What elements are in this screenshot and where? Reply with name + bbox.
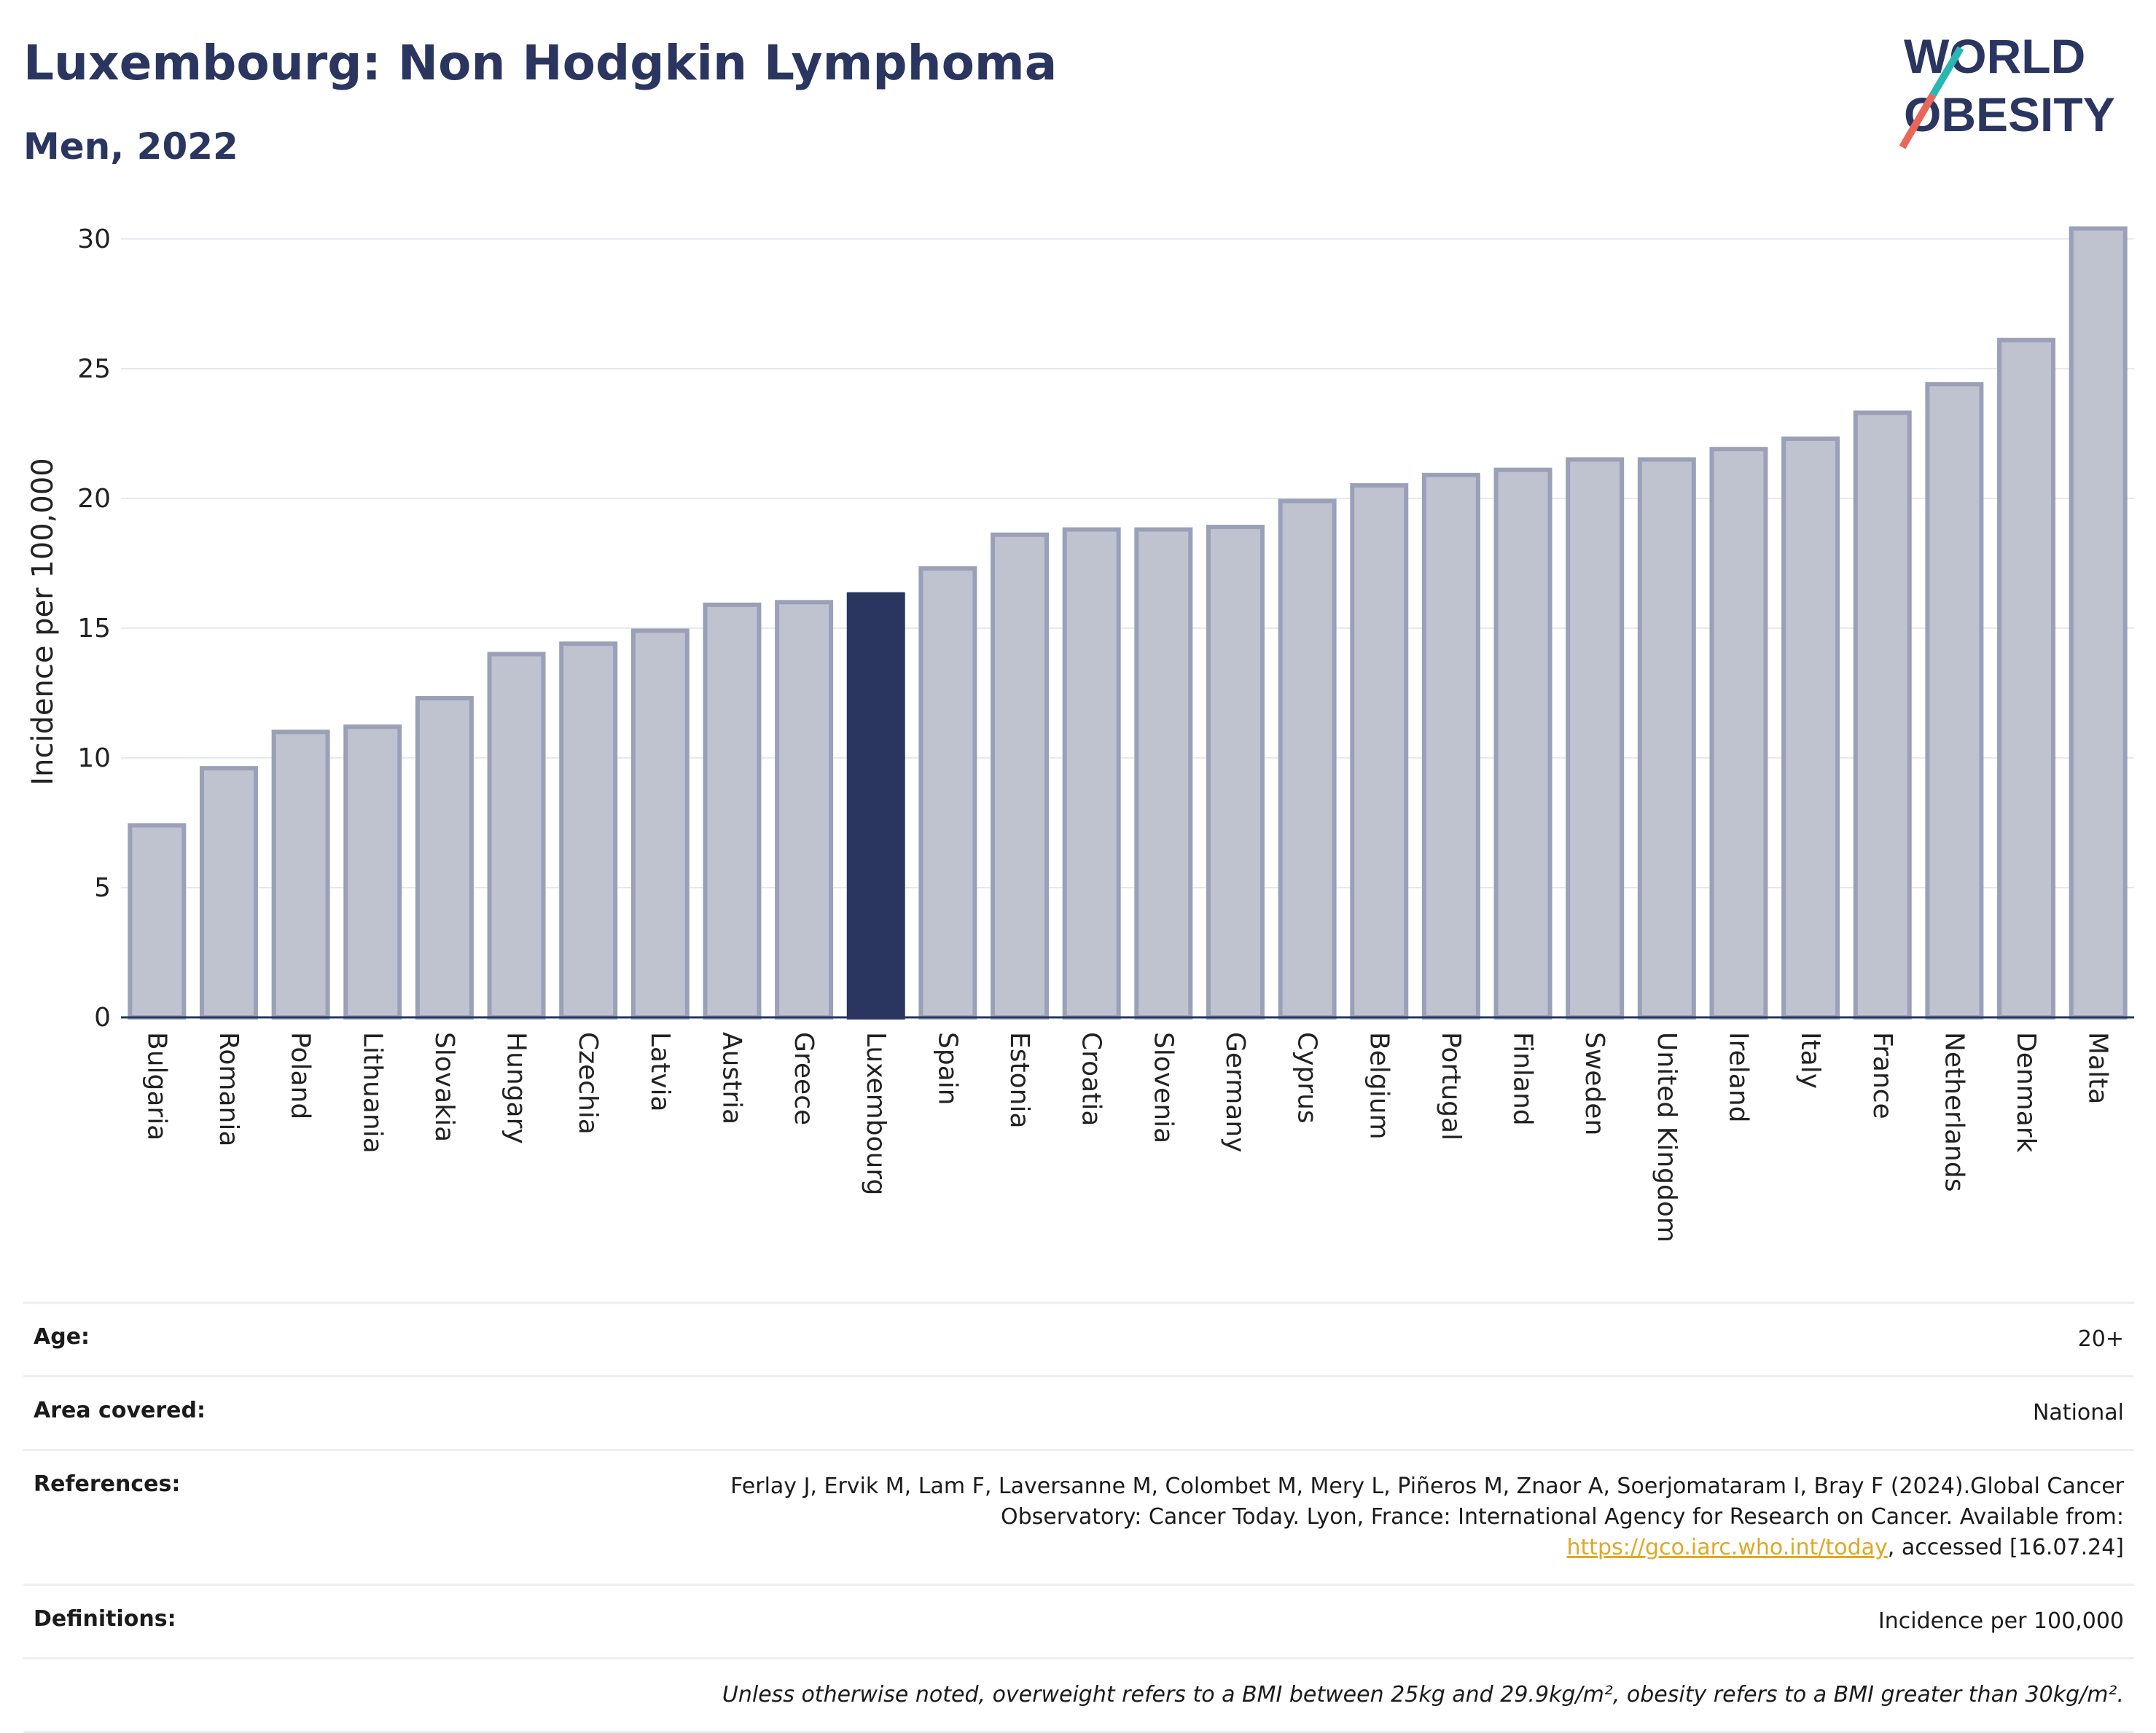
bar-estonia bbox=[991, 532, 1050, 1020]
bar-portugal bbox=[1421, 472, 1480, 1020]
bar-latvia bbox=[630, 628, 690, 1020]
x-tick-label: Denmark bbox=[2011, 1032, 2041, 1153]
x-tick-label: Slovenia bbox=[1148, 1032, 1178, 1143]
x-tick-label: Croatia bbox=[1077, 1032, 1106, 1126]
x-tick-label: Lithuania bbox=[357, 1032, 387, 1154]
area-label: Area covered: bbox=[34, 1398, 206, 1423]
bar-hungary bbox=[487, 652, 546, 1020]
svg-text:WORLD: WORLD bbox=[1904, 29, 2085, 83]
bar-poland bbox=[271, 729, 330, 1020]
x-tick-label: Czechia bbox=[573, 1032, 603, 1135]
bar-bulgaria bbox=[128, 823, 187, 1020]
x-tick-label: Belgium bbox=[1364, 1032, 1394, 1140]
bar-spain bbox=[918, 566, 977, 1020]
bar-romania bbox=[199, 766, 258, 1020]
y-axis-ticks: 0 5 10 15 20 25 30 bbox=[77, 224, 111, 1033]
y-tick-label: 25 bbox=[77, 354, 111, 384]
x-tick-label: Poland bbox=[286, 1032, 316, 1119]
x-tick-label: Hungary bbox=[501, 1032, 531, 1144]
y-tick-label: 10 bbox=[77, 743, 111, 773]
references-label: References: bbox=[34, 1471, 181, 1497]
x-tick-label: Portugal bbox=[1436, 1032, 1466, 1141]
bar-austria bbox=[703, 602, 762, 1020]
x-tick-label: United Kingdom bbox=[1652, 1032, 1682, 1243]
bar-slovenia bbox=[1134, 527, 1193, 1020]
x-tick-label: Bulgaria bbox=[141, 1032, 171, 1141]
bar-ireland bbox=[1709, 447, 1768, 1020]
x-tick-label: Austria bbox=[716, 1032, 746, 1124]
x-tick-label: Cyprus bbox=[1292, 1032, 1322, 1124]
x-tick-label: Malta bbox=[2083, 1032, 2113, 1104]
info-row-references: References: Ferlay J, Ervik M, Lam F, La… bbox=[23, 1449, 2134, 1584]
bar-italy bbox=[1781, 436, 1840, 1020]
info-table: Age: 20+ Area covered: National Referenc… bbox=[23, 1302, 2134, 1733]
bar-slovakia bbox=[415, 696, 474, 1020]
bar-chart: 0 5 10 15 20 25 30 Bulgaria Romania Poland Lithua… bbox=[26, 224, 2134, 1243]
bar-croatia bbox=[1062, 527, 1121, 1020]
page-title: Luxembourg: Non Hodgkin Lymphoma bbox=[23, 35, 1058, 91]
bar-lithuania bbox=[343, 724, 402, 1020]
bar-netherlands bbox=[1925, 382, 1984, 1020]
references-accessed: , accessed [16.07.24] bbox=[1887, 1535, 2124, 1560]
y-tick-label: 30 bbox=[77, 224, 111, 254]
age-value: 20+ bbox=[2077, 1326, 2124, 1352]
x-tick-label: Germany bbox=[1220, 1032, 1250, 1152]
definitions-value: Incidence per 100,000 bbox=[1878, 1608, 2124, 1634]
y-tick-label: 15 bbox=[77, 614, 111, 643]
x-tick-label: Luxembourg bbox=[861, 1032, 891, 1195]
bar-germany bbox=[1206, 525, 1265, 1020]
info-row-age: Age: 20+ bbox=[23, 1302, 2134, 1375]
x-axis-ticks: Bulgaria Romania Poland Lithuania Slovakia Hu… bbox=[141, 1032, 2112, 1243]
y-axis-label: Incidence per 100,000 bbox=[26, 458, 60, 786]
bar-denmark bbox=[1997, 337, 2056, 1020]
y-tick-label: 0 bbox=[94, 1003, 111, 1033]
bar-greece bbox=[775, 600, 834, 1020]
x-tick-label: Sweden bbox=[1579, 1032, 1609, 1135]
info-row-note: Unless otherwise noted, overweight refer… bbox=[23, 1657, 2134, 1733]
bar-cyprus bbox=[1278, 498, 1337, 1020]
x-tick-label: Italy bbox=[1795, 1032, 1825, 1089]
world-obesity-logo: WORLD OBESITY bbox=[1899, 29, 2115, 149]
bar-czechia bbox=[559, 641, 618, 1020]
x-tick-label: Slovakia bbox=[429, 1032, 459, 1142]
y-tick-label: 5 bbox=[94, 873, 111, 903]
info-row-definitions: Definitions: Incidence per 100,000 bbox=[23, 1584, 2134, 1657]
x-tick-label: Spain bbox=[932, 1032, 962, 1106]
definitions-label: Definitions: bbox=[34, 1606, 176, 1632]
x-tick-label: Netherlands bbox=[1939, 1032, 1969, 1192]
info-row-area: Area covered: National bbox=[23, 1375, 2134, 1449]
bar-finland bbox=[1493, 467, 1552, 1020]
age-label: Age: bbox=[34, 1324, 90, 1350]
bar-belgium bbox=[1350, 483, 1409, 1020]
area-value: National bbox=[2032, 1400, 2124, 1425]
page-subtitle: Men, 2022 bbox=[23, 125, 238, 168]
svg-text:OBESITY: OBESITY bbox=[1904, 87, 2115, 141]
x-tick-label: France bbox=[1867, 1032, 1897, 1119]
y-tick-label: 20 bbox=[77, 484, 111, 514]
bar-united-kingdom bbox=[1637, 457, 1696, 1020]
references-link[interactable]: https://gco.iarc.who.int/today bbox=[1566, 1535, 1888, 1560]
bar-france bbox=[1853, 410, 1912, 1020]
x-tick-label: Romania bbox=[214, 1032, 243, 1146]
bar-sweden bbox=[1566, 457, 1625, 1020]
bar-luxembourg bbox=[846, 592, 905, 1020]
bmi-note: Unless otherwise noted, overweight refer… bbox=[722, 1682, 2124, 1707]
bars bbox=[128, 226, 2128, 1020]
bar-malta bbox=[2069, 226, 2128, 1020]
x-tick-label: Ireland bbox=[1723, 1032, 1753, 1123]
references-text: Ferlay J, Ervik M, Lam F, Laversanne M, … bbox=[730, 1474, 2124, 1530]
x-tick-label: Greece bbox=[789, 1032, 819, 1125]
references-value: Ferlay J, Ervik M, Lam F, Laversanne M, … bbox=[666, 1471, 2124, 1563]
x-tick-label: Latvia bbox=[645, 1032, 675, 1112]
x-tick-label: Estonia bbox=[1004, 1032, 1034, 1129]
x-tick-label: Finland bbox=[1508, 1032, 1538, 1126]
